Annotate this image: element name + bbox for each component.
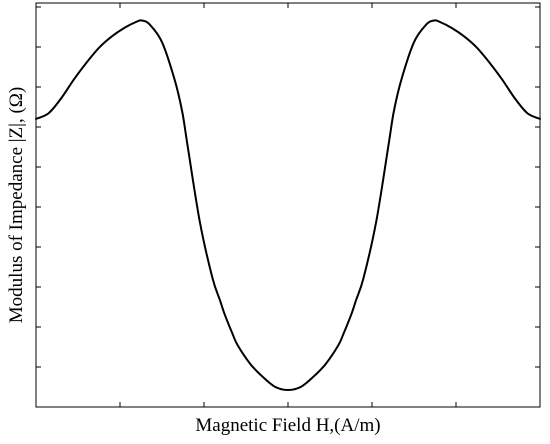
y-axis-label: Modulus of Impedance |Z|, (Ω) bbox=[6, 87, 27, 323]
x-axis-label: Magnetic Field H,(A/m) bbox=[195, 415, 380, 436]
plot-frame bbox=[35, 2, 541, 408]
impedance-curve bbox=[35, 19, 541, 391]
axis-ticks bbox=[36, 3, 540, 408]
